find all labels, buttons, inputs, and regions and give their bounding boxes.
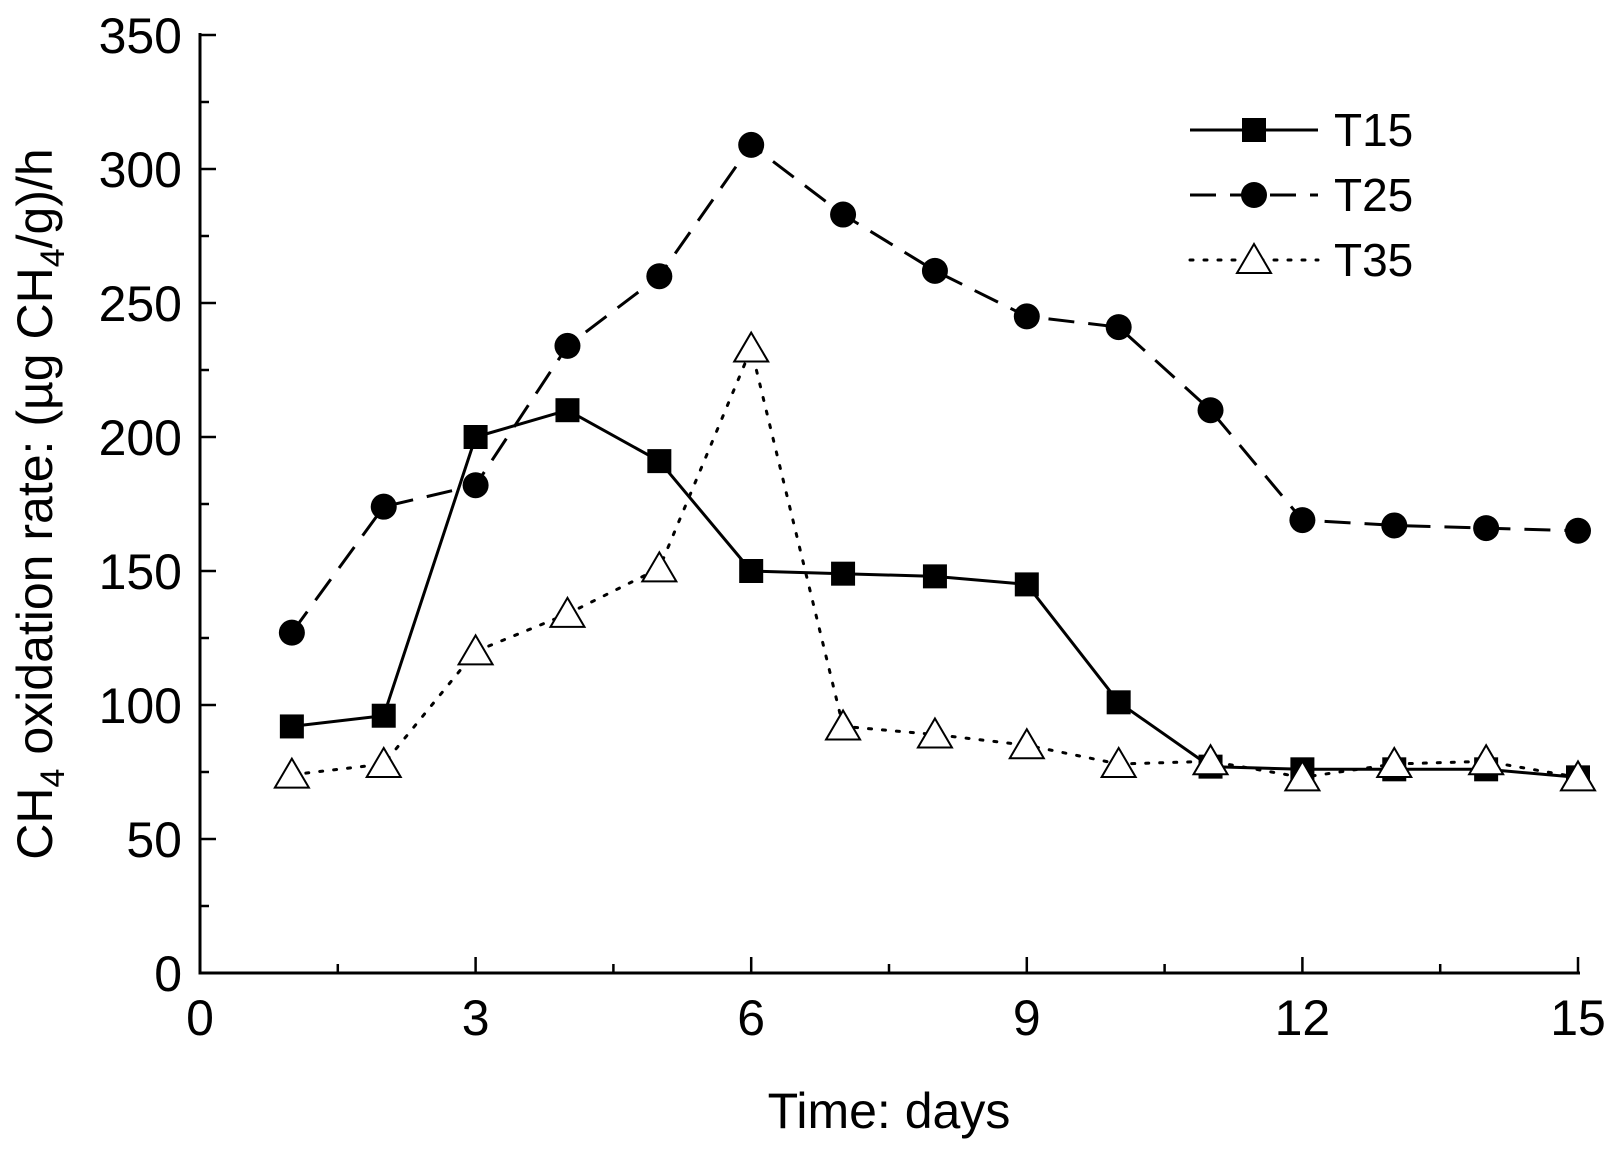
data-point-t15 [1106,690,1131,715]
y-tick-label: 50 [126,812,182,868]
data-point-t35 [1375,745,1414,778]
y-tick-label: 300 [99,142,182,198]
legend: T15 T25 T35 [1188,104,1413,286]
series-t35 [273,330,1597,792]
data-point-t25 [278,619,305,646]
legend-marker [1241,182,1267,208]
series-line-t25 [290,143,1579,634]
data-point-t25 [921,257,948,284]
x-tick-label: 0 [186,990,214,1046]
y-tick-label: 350 [99,8,182,64]
y-tick-label: 0 [154,946,182,1002]
y-tick-label: 100 [99,678,182,734]
data-point-t15 [739,559,764,583]
data-point-t35 [1099,745,1138,778]
y-axis-title: CH4 oxidation rate: (µg CH4/g)/h [7,148,72,859]
legend-marker [1242,118,1266,142]
data-point-t35 [1559,759,1597,792]
data-point-t15 [1014,572,1039,597]
x-ticks: 0 3 6 9 12 15 [186,957,1606,1046]
y-axis-title-subscript-2: 4 [34,248,72,267]
y-axis-title-subscript-1: 4 [34,769,72,788]
data-point-t25 [1197,397,1224,424]
data-point-t15 [922,564,947,589]
data-point-t15 [831,561,856,586]
x-tick-label: 9 [1013,990,1041,1046]
legend-item-t15: T15 [1190,104,1413,156]
data-point-t15 [279,714,304,739]
series-t25 [278,131,1591,646]
data-point-t25 [646,263,673,290]
legend-item-t35: T35 [1188,234,1413,286]
data-point-t35 [824,708,862,741]
y-tick-label: 200 [99,410,182,466]
y-tick-label: 150 [99,544,182,600]
y-axis-title-part-2: oxidation rate: (µg CH [7,267,63,768]
legend-label: T15 [1334,104,1413,156]
series-layer [273,131,1597,792]
y-axis-title-part-1: CH [7,787,63,859]
data-point-t25 [462,472,489,499]
x-tick-label: 6 [737,990,765,1046]
data-point-t15 [371,703,396,728]
data-point-t25 [1381,512,1408,539]
legend-label: T35 [1334,234,1413,286]
data-point-t35 [1008,727,1046,760]
data-point-t35 [364,745,403,778]
legend-item-t25: T25 [1190,169,1413,221]
data-point-t15 [463,425,488,449]
data-point-t25 [738,131,765,158]
data-point-t25 [1105,314,1132,341]
data-point-t25 [1565,517,1591,544]
data-point-t25 [1289,507,1316,534]
x-axis-title: Time: days [768,1083,1011,1139]
data-point-t35 [640,550,679,583]
x-tick-label: 12 [1275,990,1331,1046]
data-point-t25 [1473,515,1500,542]
data-point-t35 [732,330,770,363]
y-tick-label: 250 [99,276,182,332]
x-tick-label: 15 [1550,990,1606,1046]
data-point-t25 [830,201,857,228]
data-point-t25 [1013,303,1040,330]
x-tick-label: 3 [462,990,490,1046]
legend-marker [1235,242,1273,274]
data-point-t35 [1283,759,1322,792]
data-point-t35 [916,716,954,749]
data-point-t35 [1467,743,1505,776]
data-point-t35 [548,595,587,628]
data-point-t15 [555,398,580,423]
y-axis-title-part-3: /g)/h [7,148,63,248]
data-point-t35 [1191,743,1230,776]
data-point-t35 [273,756,311,789]
data-point-t15 [647,449,672,474]
data-point-t25 [370,493,397,520]
data-point-t25 [554,332,581,359]
data-point-t35 [456,633,495,666]
legend-label: T25 [1334,169,1413,221]
y-ticks: 0 50 100 150 200 250 300 350 [99,8,216,1002]
